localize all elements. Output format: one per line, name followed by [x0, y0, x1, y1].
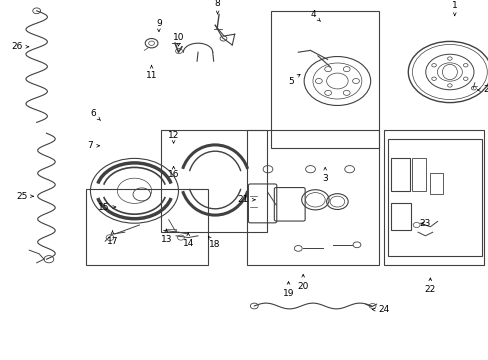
- Bar: [383, 130, 483, 265]
- Text: 2: 2: [477, 85, 488, 94]
- Text: 21: 21: [237, 195, 255, 204]
- Bar: [387, 139, 481, 256]
- Text: 23: 23: [419, 219, 430, 228]
- Text: 17: 17: [106, 231, 118, 246]
- Text: 22: 22: [424, 278, 435, 294]
- Text: 16: 16: [167, 166, 179, 179]
- Text: 14: 14: [182, 233, 194, 248]
- Text: 26: 26: [11, 42, 29, 51]
- Text: 18: 18: [208, 237, 221, 249]
- Text: 12: 12: [167, 130, 179, 143]
- Text: 9: 9: [156, 19, 162, 32]
- Bar: [411, 158, 426, 191]
- Text: 10: 10: [172, 33, 184, 46]
- Text: 5: 5: [287, 74, 300, 85]
- Text: 7: 7: [87, 141, 99, 150]
- Text: 1: 1: [451, 1, 457, 15]
- Text: 15: 15: [98, 202, 116, 211]
- Bar: [390, 203, 410, 230]
- Bar: [161, 130, 266, 232]
- Text: 8: 8: [214, 0, 220, 14]
- Bar: [390, 158, 409, 191]
- Text: 13: 13: [160, 229, 172, 244]
- Bar: [429, 173, 442, 194]
- Bar: [85, 189, 207, 265]
- Text: 6: 6: [90, 109, 101, 121]
- Text: 24: 24: [371, 305, 389, 314]
- Bar: [271, 11, 378, 148]
- Text: 20: 20: [297, 274, 308, 291]
- Text: 4: 4: [309, 10, 320, 22]
- Text: 25: 25: [16, 192, 33, 201]
- Bar: [166, 229, 176, 232]
- Text: 11: 11: [145, 66, 157, 80]
- Bar: [246, 130, 378, 265]
- Text: 19: 19: [282, 282, 294, 298]
- Text: 3: 3: [322, 167, 327, 183]
